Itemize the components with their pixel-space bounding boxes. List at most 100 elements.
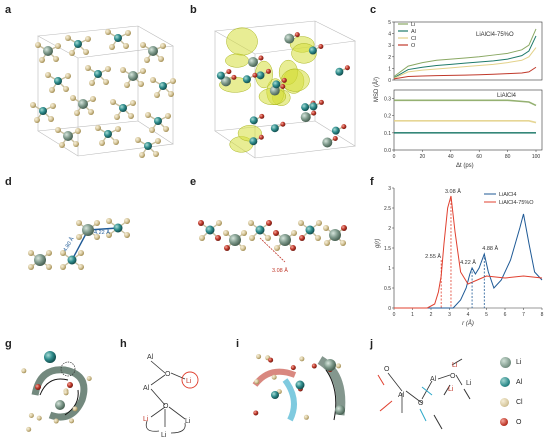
cl-atom	[89, 80, 95, 86]
isosurface-cloud	[225, 53, 249, 68]
structure-e: 3.08 Å	[198, 220, 347, 274]
h-atom-li-left: Li	[143, 416, 149, 423]
cl-atom	[248, 220, 254, 226]
li-atom	[34, 254, 46, 266]
cl-atom	[34, 117, 40, 123]
cl-atom	[83, 49, 89, 55]
cl-atom	[150, 77, 156, 83]
cl-atom	[28, 413, 34, 419]
al-atom	[74, 40, 82, 48]
cl-atom	[120, 67, 126, 73]
panel-letter-d: d	[5, 176, 12, 188]
cl-atom	[72, 406, 78, 412]
panel-letter-f: f	[370, 176, 374, 188]
cl-atom	[30, 102, 36, 108]
cl-atom	[153, 151, 159, 157]
msd-bottom-label: LiAlCl4	[497, 93, 517, 99]
msd-series-cl	[394, 120, 537, 124]
cl-atom	[323, 225, 329, 231]
cl-atom	[316, 220, 322, 226]
al-atom	[271, 391, 279, 399]
panel-letter-j: j	[370, 338, 374, 350]
panel-letter-e: e	[190, 176, 197, 188]
j-atom-li-mid: Li	[448, 386, 454, 393]
cl-atom	[28, 250, 34, 256]
li-atom	[279, 234, 291, 246]
x-tick-label: 100	[532, 154, 541, 160]
isosurface-cloud	[281, 68, 310, 92]
cl-atom	[165, 113, 171, 119]
y-tick-label: 0	[388, 306, 391, 312]
cl-atom	[60, 250, 66, 256]
o-atom	[332, 136, 338, 142]
cl-atom	[48, 116, 54, 122]
y-tick-label: 0.1	[384, 131, 391, 137]
cl-atom	[39, 57, 45, 63]
cl-atom	[216, 220, 222, 226]
cl-atom	[199, 235, 205, 241]
atom-legend: Li Al Cl O	[500, 352, 548, 432]
al-atom	[309, 102, 318, 111]
y-tick-label: 0	[388, 78, 391, 84]
li-atom	[78, 99, 88, 109]
trajectory-i	[252, 354, 346, 422]
panel-letter-a: a	[5, 4, 12, 16]
y-tick-label: 1	[388, 266, 391, 272]
distance-label-d1: 4.80 Å	[62, 235, 76, 253]
msd-legend-label: Li	[411, 22, 415, 28]
o-atom	[265, 68, 271, 74]
panel-letter-c: c	[370, 4, 377, 16]
cl-atom	[145, 112, 151, 118]
li-atom	[82, 224, 94, 236]
panel-letter-b: b	[190, 4, 197, 16]
rdf-annotation: 3.08 Å	[445, 188, 461, 195]
cl-atom	[60, 264, 66, 270]
msd-legend-label: O	[411, 43, 416, 49]
al-atom	[301, 103, 310, 112]
x-tick-label: 8	[541, 312, 544, 318]
o-atom	[252, 72, 258, 78]
cl-atom	[95, 125, 101, 131]
x-tick-label: 7	[522, 312, 525, 318]
cl-atom	[140, 68, 146, 74]
cl-atom	[63, 390, 69, 396]
o-atom	[290, 365, 296, 371]
o-atom	[215, 235, 221, 241]
o-atom	[341, 124, 347, 130]
cl-atom	[168, 91, 174, 97]
cl-atom	[274, 245, 280, 251]
al-atom	[54, 77, 62, 85]
cl-atom	[94, 220, 100, 226]
al-atom	[272, 80, 281, 89]
al-atom	[295, 380, 305, 390]
al-atom	[154, 117, 162, 125]
cl-atom	[78, 264, 84, 270]
cl-atom	[130, 100, 136, 106]
legend-label-li: Li	[516, 358, 522, 366]
al-atom	[67, 255, 77, 265]
li-atom	[220, 76, 231, 87]
li-atom	[300, 112, 311, 123]
y-tick-label: 4	[388, 32, 391, 38]
h-atom-li-bottom: Li	[161, 432, 167, 439]
h-atom-li-right: Li	[185, 418, 191, 425]
msd-legend-label: Al	[411, 29, 416, 35]
li-atom	[43, 46, 53, 56]
cl-atom	[105, 29, 111, 35]
o-atom	[253, 410, 259, 416]
cl-atom	[124, 232, 130, 238]
cl-atom	[291, 230, 297, 236]
cl-atom	[340, 240, 346, 246]
cl-atom	[170, 78, 176, 84]
cl-atom	[271, 374, 277, 380]
cl-atom	[303, 414, 309, 420]
li-atom	[63, 131, 73, 141]
al-atom	[308, 46, 317, 55]
o-atom	[198, 220, 204, 226]
schematic-h: Al O Al Li O Li Li Li	[143, 354, 199, 439]
al-atom	[249, 137, 258, 146]
cl-atom	[106, 218, 112, 224]
structure-d: 4.80 Å 4.22 Å	[28, 218, 130, 270]
cl-atom	[50, 103, 56, 109]
